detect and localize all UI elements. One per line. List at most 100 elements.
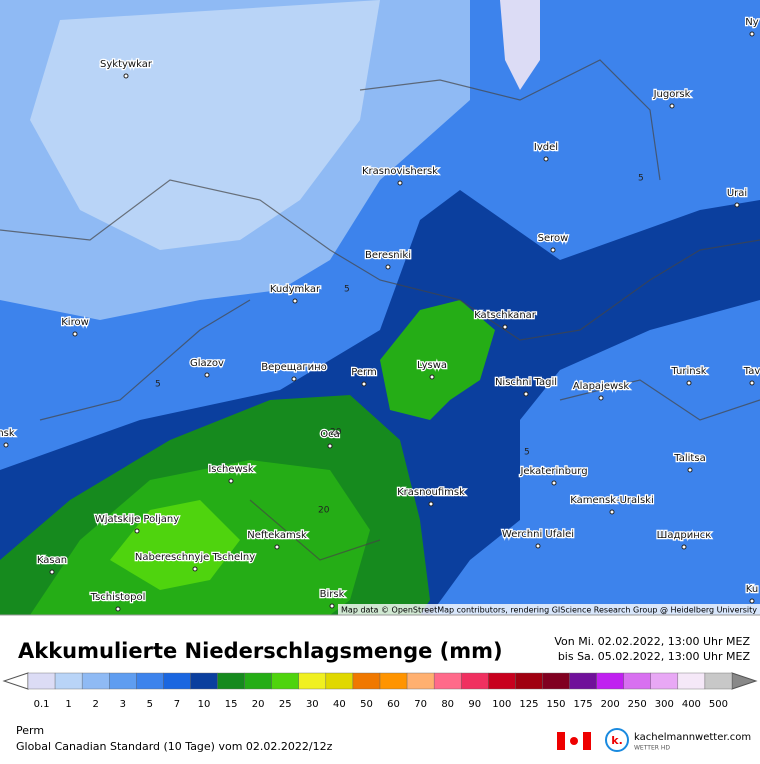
city-dot bbox=[397, 180, 403, 186]
brand-logo-mark: k. bbox=[611, 734, 623, 747]
legend-swatch bbox=[488, 672, 516, 690]
legend-swatch bbox=[379, 672, 408, 690]
city-dot bbox=[428, 501, 434, 507]
legend-label: 7 bbox=[174, 699, 180, 710]
city-dot bbox=[228, 478, 234, 484]
city-label: Alapajewsk bbox=[573, 381, 630, 392]
city-label: Birsk bbox=[320, 589, 345, 600]
legend-label: 200 bbox=[601, 699, 620, 710]
city-dot bbox=[292, 298, 298, 304]
brand-sub: WETTER HD bbox=[634, 745, 670, 752]
city-dot bbox=[598, 395, 604, 401]
city-label: Ivdel bbox=[534, 142, 558, 153]
city-label: Nischni Tagil bbox=[495, 377, 557, 388]
legend-swatch bbox=[623, 672, 651, 690]
legend-swatch bbox=[217, 672, 245, 690]
city-dot bbox=[550, 247, 556, 253]
legend-swatch bbox=[352, 672, 381, 690]
legend-swatch bbox=[542, 672, 570, 690]
legend-label: 3 bbox=[120, 699, 126, 710]
city-label: Kamensk-Uralski bbox=[570, 495, 653, 506]
city-label: Syktywkar bbox=[100, 59, 153, 70]
city-dot bbox=[749, 598, 755, 604]
city-label: nsk bbox=[0, 428, 15, 439]
city-dot bbox=[204, 372, 210, 378]
city-label: Oca bbox=[320, 429, 340, 440]
legend-swatch bbox=[81, 672, 110, 690]
city-label: Kudymkar bbox=[270, 284, 321, 295]
legend-label: 0.1 bbox=[34, 699, 50, 710]
city-dot bbox=[543, 156, 549, 162]
city-label: Ny bbox=[745, 17, 758, 28]
city-label: Krasnovishersk bbox=[362, 166, 438, 177]
city-dot bbox=[429, 374, 435, 380]
legend-label: 50 bbox=[360, 699, 373, 710]
city-label: Ku bbox=[746, 584, 758, 595]
legend-label: 150 bbox=[546, 699, 565, 710]
legend-label: 2 bbox=[93, 699, 99, 710]
legend-label: 70 bbox=[414, 699, 427, 710]
legend-swatch bbox=[461, 672, 489, 690]
legend-swatch bbox=[298, 672, 327, 690]
date-from: Von Mi. 02.02.2022, 13:00 Uhr MEZ bbox=[554, 635, 750, 648]
model: Global Canadian Standard (10 Tage) vom 0… bbox=[16, 740, 333, 753]
legend-swatch bbox=[596, 672, 624, 690]
city-dot bbox=[681, 544, 687, 550]
contour-label: 5 bbox=[344, 285, 350, 295]
city-label: Kasan bbox=[37, 555, 67, 566]
city-dot bbox=[686, 380, 692, 386]
legend-swatch bbox=[271, 672, 299, 690]
city-dot bbox=[669, 103, 675, 109]
legend-label: 90 bbox=[468, 699, 481, 710]
legend-label: 20 bbox=[252, 699, 265, 710]
city-label: Tschistopol bbox=[90, 592, 146, 603]
map: Map data © OpenStreetMap contributors, r… bbox=[0, 0, 760, 615]
legend-arrow-right bbox=[731, 672, 758, 690]
legend-swatch bbox=[109, 672, 137, 690]
city-dot bbox=[734, 202, 740, 208]
legend-swatch bbox=[54, 672, 83, 690]
city-label: Urai bbox=[727, 188, 747, 199]
contour-label: 5 bbox=[524, 448, 530, 458]
legend-swatch bbox=[27, 672, 56, 690]
legend-swatch bbox=[704, 672, 733, 690]
legend-swatch bbox=[650, 672, 679, 690]
legend-swatch bbox=[190, 672, 218, 690]
legend-label: 500 bbox=[709, 699, 728, 710]
legend-arrow-left bbox=[2, 672, 29, 690]
contour-label: 20 bbox=[318, 506, 330, 516]
title: Akkumulierte Niederschlagsmenge (mm) bbox=[18, 639, 503, 663]
city-dot bbox=[749, 31, 755, 37]
city-dot bbox=[329, 603, 335, 609]
city-label: Ischewsk bbox=[208, 464, 254, 475]
city-label: Serow bbox=[538, 233, 569, 244]
city-dot bbox=[687, 467, 693, 473]
legend: 0.1 1 2 3 5 7 10 15 20 25 30 40 50 60 70 80 90 100 125 150 1… bbox=[2, 672, 758, 710]
city-label: Perm bbox=[351, 367, 377, 378]
city-label: Nabereschnyje Tschelny bbox=[135, 552, 255, 563]
contour-label: 5 bbox=[638, 174, 644, 184]
legend-swatch bbox=[406, 672, 435, 690]
city-dot bbox=[502, 324, 508, 330]
city-label: Turinsk bbox=[670, 366, 706, 377]
city-label: Glazov bbox=[190, 358, 224, 369]
legend-label: 250 bbox=[628, 699, 647, 710]
city-label: Верещагино bbox=[261, 362, 326, 373]
city-dot bbox=[535, 543, 541, 549]
city-dot bbox=[134, 528, 140, 534]
legend-label: 60 bbox=[387, 699, 400, 710]
city-label: Lyswa bbox=[417, 360, 447, 371]
legend-label: 25 bbox=[279, 699, 292, 710]
legend-label: 1 bbox=[65, 699, 71, 710]
city-label: Neftekamsk bbox=[247, 530, 307, 541]
city-label: Kirow bbox=[61, 317, 89, 328]
legend-swatch bbox=[163, 672, 191, 690]
city-dot bbox=[3, 442, 9, 448]
legend-swatch bbox=[569, 672, 597, 690]
city-label: Beresniki bbox=[365, 250, 411, 261]
legend-label: 175 bbox=[574, 699, 593, 710]
city-label: Jekaterinburg bbox=[519, 466, 587, 477]
legend-label: 125 bbox=[519, 699, 538, 710]
city-label: Wjatskije Poljany bbox=[95, 514, 179, 525]
city-dot bbox=[274, 544, 280, 550]
